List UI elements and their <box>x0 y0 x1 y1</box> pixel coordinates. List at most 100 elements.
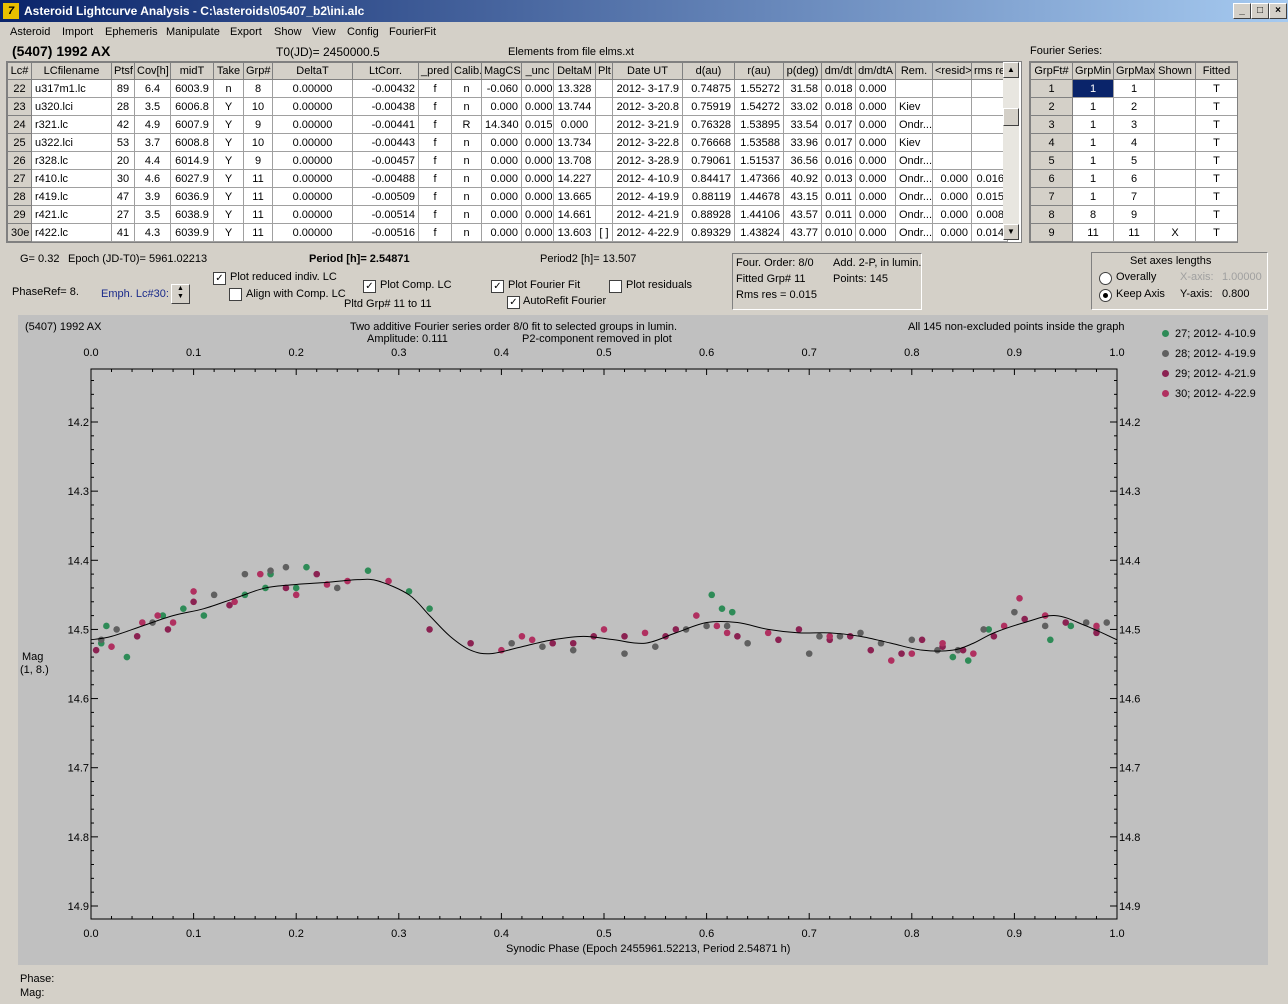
lc-table-row[interactable]: 27 r410.lc 30 4.6 6027.9 Y 11 0.00000 -0.00488 f n… <box>7 169 1008 188</box>
lc-col-header[interactable]: dm/dtA <box>855 62 896 80</box>
xaxis-value[interactable]: 1.00000 <box>1222 271 1262 283</box>
lc-cell[interactable]: u317m1.lc <box>31 79 112 98</box>
lc-cell[interactable]: 14.227 <box>553 169 596 188</box>
lc-table-row[interactable]: 28 r419.lc 47 3.9 6036.9 Y 11 0.00000 -0.00509 f n… <box>7 187 1008 206</box>
lc-table-row[interactable]: 26 r328.lc 20 4.4 6014.9 Y 9 0.00000 -0.00457 f n 0… <box>7 151 1008 170</box>
spin-down-icon[interactable]: ▼ <box>177 293 184 300</box>
lc-col-header[interactable]: Rem. <box>895 62 933 80</box>
fourier-row-header[interactable]: 5 <box>1030 151 1073 170</box>
scroll-down-icon[interactable]: ▼ <box>1003 224 1019 240</box>
fourier-col-header[interactable]: Shown <box>1154 62 1196 80</box>
lc-cell[interactable]: 0.000 <box>855 79 896 98</box>
lc-cell[interactable]: -0.00438 <box>352 97 419 116</box>
lc-cell[interactable]: 0.000 <box>481 223 522 242</box>
lc-cell[interactable]: 0.000 <box>521 223 554 242</box>
lc-cell[interactable]: 14.340 <box>481 115 522 134</box>
plot-comp-checkbox[interactable]: ✓ <box>363 280 376 293</box>
lc-col-header[interactable]: Cov[h] <box>134 62 171 80</box>
lc-cell[interactable]: -0.00516 <box>352 223 419 242</box>
lc-cell[interactable]: 3.5 <box>134 97 171 116</box>
lc-cell[interactable]: -0.00457 <box>352 151 419 170</box>
lc-cell[interactable]: 0.000 <box>855 115 896 134</box>
lc-cell[interactable]: 6027.9 <box>170 169 214 188</box>
lc-cell[interactable]: 6039.9 <box>170 223 214 242</box>
lc-table-scrollbar[interactable]: ▲ ▼ <box>1003 62 1019 240</box>
lc-table-row[interactable]: 24 r321.lc 42 4.9 6007.9 Y 9 0.00000 -0.00441 f R 1… <box>7 115 1008 134</box>
lc-cell[interactable]: 41 <box>111 223 135 242</box>
menu-show[interactable]: Show <box>274 26 302 38</box>
lc-cell[interactable]: Ondr... <box>895 205 933 224</box>
scroll-up-icon[interactable]: ▲ <box>1003 62 1019 78</box>
lc-cell[interactable]: 0.015 <box>971 187 1008 206</box>
autorefit-checkbox[interactable]: ✓ <box>507 296 520 309</box>
lc-table-row[interactable]: 22 u317m1.lc 89 6.4 6003.9 n 8 0.00000 -0.00432 f… <box>7 79 1008 98</box>
yaxis-value[interactable]: 0.800 <box>1222 288 1250 300</box>
lc-cell[interactable]: Y <box>213 223 244 242</box>
lc-cell[interactable]: 0.000 <box>521 79 554 98</box>
lc-col-header[interactable]: Calib. <box>451 62 482 80</box>
lc-cell[interactable]: 13.734 <box>553 133 596 152</box>
lc-cell[interactable]: 0.79061 <box>682 151 735 170</box>
lc-cell[interactable]: 2012- 4-19.9 <box>612 187 683 206</box>
lc-cell[interactable]: 1.54272 <box>734 97 784 116</box>
maximize-button[interactable]: □ <box>1251 3 1269 19</box>
lc-cell[interactable]: 1.55272 <box>734 79 784 98</box>
lc-cell[interactable]: 47 <box>111 187 135 206</box>
lc-cell[interactable]: 1.44678 <box>734 187 784 206</box>
fourier-row-header[interactable]: 3 <box>1030 115 1073 134</box>
lc-cell[interactable]: 2012- 4-22.9 <box>612 223 683 242</box>
lc-cell[interactable]: 4.3 <box>134 223 171 242</box>
lc-cell[interactable]: 0.000 <box>855 187 896 206</box>
fourier-cell[interactable]: T <box>1195 205 1237 224</box>
lc-cell[interactable]: 0.76328 <box>682 115 735 134</box>
lc-cell[interactable]: -0.00432 <box>352 79 419 98</box>
lc-cell[interactable]: 6036.9 <box>170 187 214 206</box>
lc-cell[interactable]: 6008.8 <box>170 133 214 152</box>
lc-cell[interactable]: 33.54 <box>783 115 822 134</box>
lc-cell[interactable]: 0.76668 <box>682 133 735 152</box>
lc-table-row[interactable]: 30e r422.lc 41 4.3 6039.9 Y 11 0.00000 -0.00516 f… <box>7 223 1008 242</box>
lc-col-header[interactable]: Grp# <box>243 62 273 80</box>
lc-cell[interactable]: 6007.9 <box>170 115 214 134</box>
lc-row-header[interactable]: 30e <box>7 223 32 242</box>
fourier-row-header[interactable]: 2 <box>1030 97 1073 116</box>
spin-up-icon[interactable]: ▲ <box>177 285 184 292</box>
plot-residuals-checkbox[interactable] <box>609 280 622 293</box>
lc-cell[interactable]: 0.000 <box>855 151 896 170</box>
fourier-col-header[interactable]: GrpFt# <box>1030 62 1073 80</box>
lc-row-header[interactable]: 25 <box>7 133 32 152</box>
lc-cell[interactable]: 0.000 <box>855 169 896 188</box>
lc-cell[interactable]: 0.000 <box>855 205 896 224</box>
plot-fourier-checkbox[interactable]: ✓ <box>491 280 504 293</box>
fourier-table-row[interactable]: 9 11 11 X T <box>1030 223 1237 242</box>
lc-cell[interactable]: 0.000 <box>932 223 972 242</box>
lc-cell[interactable]: 0.00000 <box>272 151 353 170</box>
lc-col-header[interactable]: Plt <box>595 62 613 80</box>
lc-cell[interactable]: 0.000 <box>481 169 522 188</box>
plot-reduced-checkbox[interactable]: ✓ <box>213 272 226 285</box>
overally-radio[interactable] <box>1099 272 1112 285</box>
lc-cell[interactable]: -0.00488 <box>352 169 419 188</box>
lc-cell[interactable]: 1.43824 <box>734 223 784 242</box>
lc-cell[interactable]: 6.4 <box>134 79 171 98</box>
lc-cell[interactable]: 2012- 3-20.8 <box>612 97 683 116</box>
lc-cell[interactable]: Ondr... <box>895 223 933 242</box>
lc-cell[interactable]: 2012- 3-21.9 <box>612 115 683 134</box>
lc-cell[interactable]: 36.56 <box>783 151 822 170</box>
lc-cell[interactable]: 0.000 <box>855 223 896 242</box>
lc-row-header[interactable]: 23 <box>7 97 32 116</box>
menu-view[interactable]: View <box>312 26 336 38</box>
lc-row-header[interactable]: 29 <box>7 205 32 224</box>
fourier-cell[interactable]: T <box>1195 223 1237 242</box>
lc-cell[interactable]: 1.51537 <box>734 151 784 170</box>
fourier-col-header[interactable]: Fitted <box>1195 62 1237 80</box>
lc-cell[interactable]: 2012- 3-28.9 <box>612 151 683 170</box>
fourier-row-header[interactable]: 1 <box>1030 79 1073 98</box>
lc-cell[interactable]: Ondr... <box>895 187 933 206</box>
lc-cell[interactable]: 0.89329 <box>682 223 735 242</box>
